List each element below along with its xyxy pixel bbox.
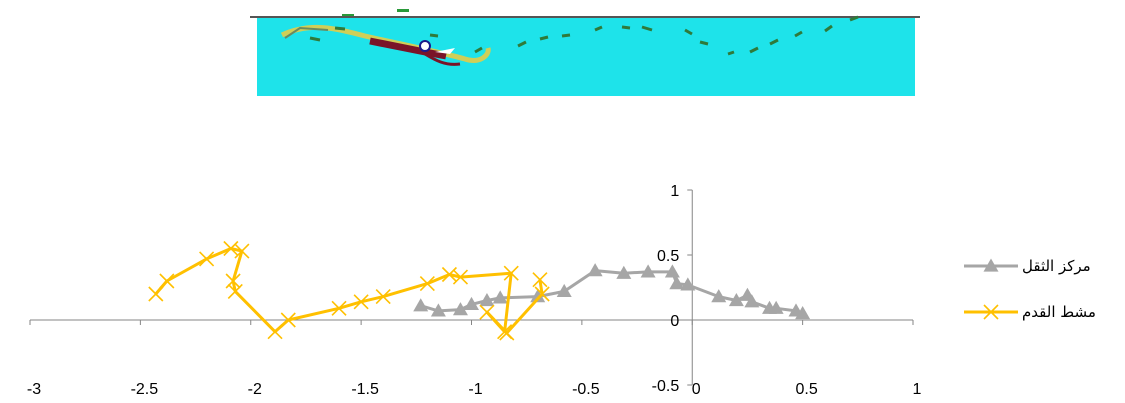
series-0-line bbox=[420, 269, 804, 315]
series-0-point bbox=[983, 258, 999, 272]
y-tick-label: 0 bbox=[670, 313, 679, 330]
series-1-point bbox=[148, 286, 164, 302]
legend-label: مشط القدم bbox=[1022, 303, 1096, 321]
legend-label: مركز الثقل bbox=[1022, 257, 1091, 275]
x-tick-label: 0.5 bbox=[796, 381, 818, 398]
series-0-point bbox=[587, 263, 603, 277]
series-1-point bbox=[227, 283, 243, 299]
y-tick-label: -0.5 bbox=[652, 378, 680, 395]
y-tick-label: 0.5 bbox=[657, 248, 679, 265]
surface-mark bbox=[397, 9, 409, 12]
series-0-point bbox=[711, 289, 727, 303]
series-1-point bbox=[534, 286, 550, 302]
series-1-point bbox=[280, 312, 296, 328]
swimmer-trail bbox=[309, 15, 859, 56]
x-tick-label: -3 bbox=[27, 381, 41, 398]
series-0-point bbox=[744, 294, 760, 308]
series-0-point bbox=[556, 283, 572, 298]
x-tick-label: -2 bbox=[248, 381, 262, 398]
x-tick-label: -0.5 bbox=[572, 381, 600, 398]
x-tick-label: -1 bbox=[468, 381, 482, 398]
legend-item-1: مشط القدم bbox=[964, 303, 1096, 321]
series-1-point bbox=[452, 269, 469, 285]
swimmer-head bbox=[419, 40, 431, 52]
series-1-point bbox=[983, 304, 999, 320]
swimmer-figure bbox=[250, 9, 920, 96]
x-tick-label: -1.5 bbox=[351, 381, 379, 398]
chart-axes: -3 -2.5 -2 -1.5 -1 -0.5 0 0.5 1 1 0.5 0 -0.5 bbox=[27, 183, 922, 398]
swimmer-wave bbox=[435, 48, 455, 54]
series-0-point bbox=[479, 293, 495, 307]
series-0-point bbox=[680, 277, 696, 291]
x-tick-label: 0 bbox=[692, 381, 701, 398]
chart-legend: مركز الثقل مشط القدم bbox=[964, 257, 1096, 321]
series-1-point bbox=[225, 273, 241, 289]
series-0-point bbox=[795, 306, 811, 320]
x-tick-label: -2.5 bbox=[131, 381, 159, 398]
chart-area: -3 -2.5 -2 -1.5 -1 -0.5 0 0.5 1 1 0.5 0 -0.5 مركز ال… bbox=[27, 183, 1096, 398]
series-1-point bbox=[532, 272, 548, 288]
pool-water bbox=[257, 18, 915, 96]
y-tick-label: 1 bbox=[670, 183, 679, 200]
series-1-point bbox=[479, 304, 495, 320]
series-1-point bbox=[375, 289, 391, 305]
series-1-point bbox=[199, 251, 215, 267]
series-0-point bbox=[413, 298, 429, 312]
swimmer-torso bbox=[369, 37, 447, 60]
legend-item-0: مركز الثقل bbox=[964, 257, 1091, 275]
series-1-point bbox=[503, 265, 519, 281]
x-tick-label: 1 bbox=[913, 381, 922, 398]
series-1-point bbox=[267, 324, 283, 340]
series-0-point bbox=[464, 296, 479, 311]
series-0-point bbox=[664, 264, 680, 278]
series-0-point bbox=[640, 264, 656, 278]
series-1-point bbox=[234, 243, 250, 259]
series-1-point bbox=[331, 300, 347, 316]
surface-mark bbox=[342, 14, 354, 16]
series-0-point bbox=[669, 276, 685, 290]
swimmer-leg bbox=[424, 52, 461, 66]
chart-series bbox=[148, 240, 811, 341]
series-0-point bbox=[452, 302, 468, 316]
series-1-point bbox=[499, 325, 515, 341]
series-1-point bbox=[419, 276, 435, 292]
series-0-point bbox=[530, 289, 546, 303]
series-0-point bbox=[616, 265, 632, 279]
series-1-point bbox=[159, 273, 175, 289]
series-1 bbox=[148, 240, 550, 341]
series-1-point bbox=[353, 294, 369, 310]
series-0 bbox=[413, 263, 811, 320]
series-0-point bbox=[492, 290, 508, 304]
series-0-point bbox=[728, 293, 744, 307]
swimmer-arm bbox=[284, 26, 329, 39]
series-0-point bbox=[430, 303, 446, 317]
series-0-point bbox=[768, 300, 784, 314]
